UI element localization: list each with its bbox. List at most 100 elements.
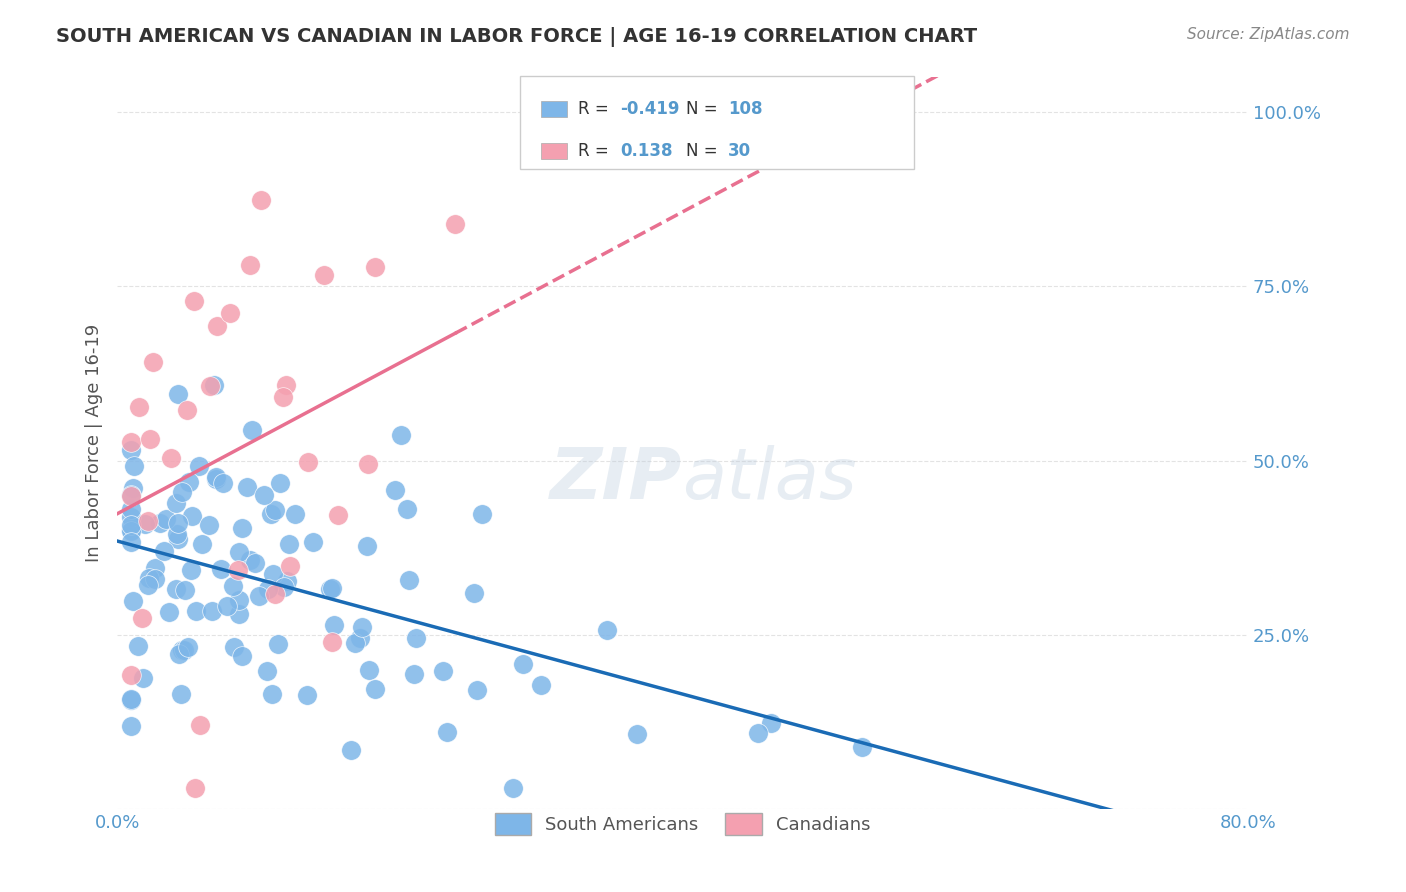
Text: 30: 30	[728, 142, 751, 160]
Point	[209, 562, 232, 576]
Point	[302, 535, 325, 549]
Point	[122, 459, 145, 474]
Point	[132, 671, 155, 685]
Point	[174, 583, 197, 598]
Point	[127, 640, 149, 654]
Point	[200, 379, 222, 393]
Point	[122, 594, 145, 608]
Text: atlas: atlas	[682, 445, 858, 515]
Point	[364, 681, 387, 696]
Point	[142, 355, 165, 369]
Point	[228, 564, 250, 578]
Point	[167, 387, 190, 401]
Text: Source: ZipAtlas.com: Source: ZipAtlas.com	[1187, 27, 1350, 42]
Point	[297, 688, 319, 702]
Point	[176, 402, 198, 417]
Point	[228, 607, 250, 621]
Text: SOUTH AMERICAN VS CANADIAN IN LABOR FORCE | AGE 16-19 CORRELATION CHART: SOUTH AMERICAN VS CANADIAN IN LABOR FORC…	[56, 27, 977, 46]
Point	[402, 667, 425, 681]
Point	[264, 503, 287, 517]
Point	[384, 483, 406, 497]
Point	[252, 488, 274, 502]
Point	[201, 604, 224, 618]
Point	[134, 516, 156, 531]
Point	[530, 677, 553, 691]
Point	[120, 693, 142, 707]
Point	[269, 475, 291, 490]
Point	[349, 631, 371, 645]
Point	[120, 534, 142, 549]
Point	[273, 390, 295, 404]
Point	[149, 516, 172, 531]
Point	[190, 537, 212, 551]
Point	[256, 664, 278, 678]
Point	[139, 432, 162, 446]
Point	[143, 561, 166, 575]
Legend: South Americans, Canadians: South Americans, Canadians	[485, 804, 880, 844]
Point	[138, 572, 160, 586]
Point	[120, 668, 142, 682]
Point	[136, 578, 159, 592]
Point	[180, 563, 202, 577]
Point	[120, 509, 142, 524]
Point	[284, 507, 307, 521]
Point	[759, 715, 782, 730]
Point	[222, 579, 245, 593]
Point	[120, 719, 142, 733]
Point	[267, 636, 290, 650]
Point	[297, 455, 319, 469]
Point	[215, 599, 238, 613]
Point	[207, 318, 229, 333]
Point	[172, 485, 194, 500]
Point	[260, 687, 283, 701]
Point	[205, 471, 228, 485]
Point	[263, 587, 285, 601]
Point	[173, 643, 195, 657]
Point	[212, 475, 235, 490]
Text: N =: N =	[686, 100, 723, 118]
Point	[202, 377, 225, 392]
Point	[120, 434, 142, 449]
Point	[166, 527, 188, 541]
Text: -0.419: -0.419	[620, 100, 679, 118]
Point	[128, 400, 150, 414]
Point	[231, 649, 253, 664]
Point	[120, 502, 142, 516]
Point	[179, 475, 201, 490]
Point	[257, 582, 280, 597]
Point	[239, 258, 262, 272]
Point	[170, 687, 193, 701]
Point	[120, 443, 142, 458]
Point	[181, 509, 204, 524]
Point	[131, 610, 153, 624]
Point	[198, 517, 221, 532]
Point	[120, 523, 142, 537]
Point	[463, 586, 485, 600]
Point	[432, 664, 454, 678]
Point	[364, 260, 387, 274]
Point	[321, 582, 343, 596]
Point	[396, 502, 419, 516]
Point	[274, 378, 297, 392]
Point	[172, 643, 194, 657]
Point	[224, 640, 246, 654]
Point	[120, 489, 142, 503]
Point	[153, 544, 176, 558]
Text: R =: R =	[578, 142, 614, 160]
Point	[277, 536, 299, 550]
Point	[626, 727, 648, 741]
Point	[155, 512, 177, 526]
Point	[262, 566, 284, 581]
Point	[165, 496, 187, 510]
Point	[167, 516, 190, 530]
Point	[136, 514, 159, 528]
Point	[247, 589, 270, 603]
Point	[245, 557, 267, 571]
Point	[851, 740, 873, 755]
Point	[120, 518, 142, 533]
Point	[465, 682, 488, 697]
Point	[389, 427, 412, 442]
Point	[165, 582, 187, 596]
Text: 108: 108	[728, 100, 763, 118]
Point	[219, 305, 242, 319]
